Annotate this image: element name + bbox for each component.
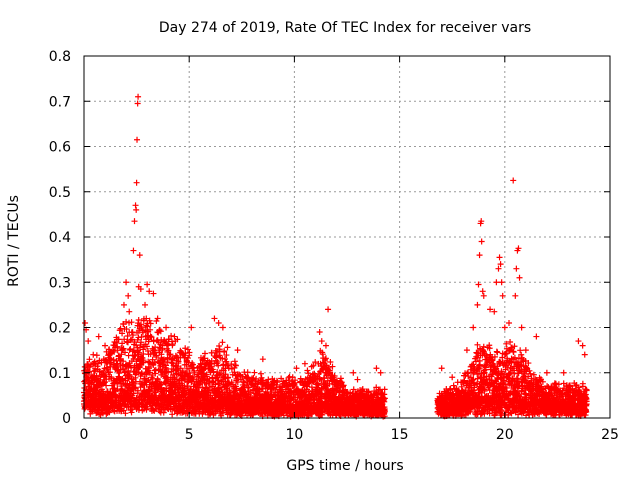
data-point [86, 356, 93, 363]
data-point [186, 349, 193, 356]
data-point [169, 411, 176, 418]
data-point [135, 316, 142, 323]
data-point [111, 348, 118, 355]
data-point [143, 406, 150, 413]
data-point [106, 360, 113, 367]
data-point [165, 347, 172, 354]
data-point [128, 409, 135, 416]
data-point [118, 351, 125, 358]
data-point [122, 349, 129, 356]
data-point [111, 361, 118, 368]
data-point [160, 409, 167, 416]
data-point [169, 341, 176, 348]
data-point [138, 323, 145, 330]
data-point [147, 320, 154, 327]
data-point [143, 315, 150, 322]
data-point [154, 376, 161, 383]
data-point [150, 407, 157, 414]
data-point [140, 350, 147, 357]
data-point [219, 339, 226, 346]
data-point [120, 358, 127, 365]
data-point [138, 339, 145, 346]
data-point [150, 338, 157, 345]
data-point [168, 332, 175, 339]
data-point [147, 333, 154, 340]
data-point [115, 336, 122, 343]
data-point [113, 340, 120, 347]
data-point [119, 330, 126, 337]
data-point [231, 358, 238, 365]
data-point [174, 336, 181, 343]
data-point [156, 326, 163, 333]
data-point [166, 351, 173, 358]
data-point [116, 370, 123, 377]
data-point [108, 374, 115, 381]
data-point [125, 384, 132, 391]
data-point [146, 317, 153, 324]
data-point [128, 319, 135, 326]
data-point [107, 369, 114, 376]
data-point [119, 340, 126, 347]
data-point [146, 365, 153, 372]
data-point [149, 372, 156, 379]
data-point [131, 384, 138, 391]
data-point [120, 345, 127, 352]
data-points [81, 93, 590, 420]
data-point [105, 408, 112, 415]
data-point [124, 333, 131, 340]
data-point [147, 326, 154, 333]
data-point [167, 351, 174, 358]
data-point [493, 348, 500, 355]
data-point [155, 367, 162, 374]
data-point [517, 347, 524, 354]
data-point [122, 410, 129, 417]
data-point [175, 358, 182, 365]
data-point [103, 382, 110, 389]
data-point [502, 350, 509, 357]
chart-title: Day 274 of 2019, Rate Of TEC Index for r… [159, 20, 531, 36]
data-point [123, 326, 130, 333]
data-point [131, 339, 138, 346]
data-point [157, 328, 164, 335]
data-point [450, 382, 457, 389]
data-point [126, 373, 133, 380]
data-point [127, 337, 134, 344]
data-point [125, 368, 132, 375]
data-point [123, 318, 130, 325]
data-point [134, 387, 141, 394]
data-point [143, 343, 150, 350]
data-point [135, 320, 142, 327]
data-point [136, 349, 143, 356]
data-point [106, 346, 113, 353]
data-point [93, 352, 100, 359]
data-point [167, 406, 174, 413]
data-point [257, 370, 264, 377]
data-point [144, 348, 151, 355]
data-point [130, 332, 137, 339]
data-point [153, 352, 160, 359]
data-point [94, 360, 101, 367]
data-point [148, 334, 155, 341]
data-point [251, 369, 258, 376]
data-point [224, 344, 231, 351]
